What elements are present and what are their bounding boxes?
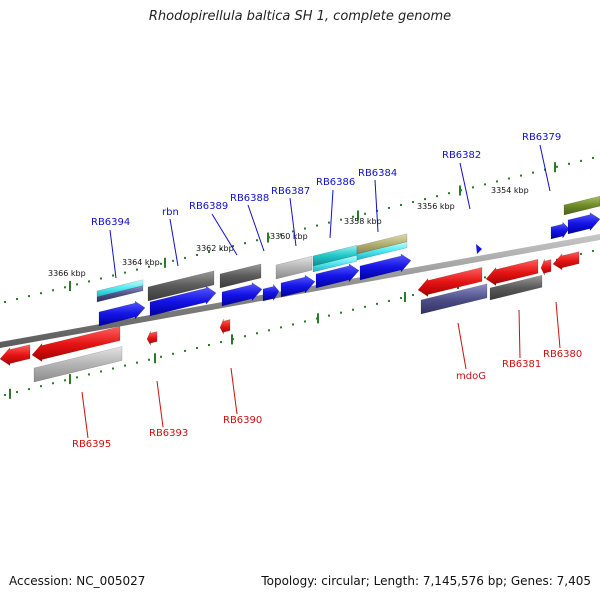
major-tick [554,162,556,173]
forward-label-leader [289,197,297,247]
forward-label-leader [329,189,334,239]
topology-value: circular [321,574,366,588]
forward-label-leader [459,162,471,210]
genes-value: 7,405 [556,574,591,588]
gene-bar-lightgray [275,255,313,280]
gene-arrow-forward [315,263,360,289]
accession-info: Accession: NC_005027 [9,574,145,588]
forward-gene-label: RB6394 [91,217,130,228]
reverse-gene-label: RB6395 [72,439,111,450]
major-tick [357,210,359,221]
scale-ticks [4,156,594,399]
major-tick [459,185,461,196]
gene-arrow-forward [221,282,263,307]
genes-label: Genes: [510,574,553,588]
major-tick [164,257,166,268]
gene-arrow-forward [262,283,280,302]
gene-bar-slate [96,285,144,303]
reverse-gene-label: RB6393 [149,428,188,439]
forward-gene-label: RB6387 [271,186,310,197]
gene-bar-gray [219,263,262,289]
genome-summary: Topology: circular; Length: 7,145,576 bp… [261,574,591,588]
gene-bar-aqua [312,254,358,273]
scale-label: 3366 kbp [48,269,86,278]
reverse-label-leader [81,391,89,439]
gene-arrow-reverse [146,331,158,347]
forward-gene-label: RB6384 [358,168,397,179]
gene-arrow-forward [359,253,412,281]
gene-arrow-forward [280,274,316,298]
scale-label: 3356 kbp [417,202,455,211]
gene-arrow-reverse [0,344,31,367]
reverse-gene-label: RB6380 [543,349,582,360]
gene-features [0,195,600,383]
upper-tick-row [4,156,594,303]
gene-arrow-reverse [552,251,580,271]
forward-label-leader [169,218,179,267]
forward-gene-label: rbn [162,207,179,218]
length-value: 7,145,576 bp [422,574,503,588]
forward-label-leader [211,213,238,256]
accession-label: Accession: [9,574,73,588]
reverse-gene-label: RB6390 [223,415,262,426]
gene-bar-slate [420,283,488,315]
gene-bar-lightgray [33,346,123,383]
forward-label-leader [539,144,551,192]
gene-arrow-reverse [540,259,552,276]
major-tick [317,313,319,324]
scale-label: 3360 kbp [270,232,308,241]
reverse-label-leader [156,380,164,428]
scale-label: 3364 kbp [122,258,160,267]
reverse-gene-label: RB6381 [502,359,541,370]
accession-value: NC_005027 [76,574,146,588]
major-tick [404,292,406,302]
gene-arrow-forward [98,300,146,327]
reverse-label-leader [555,301,561,349]
forward-label-leader [374,179,379,233]
length-label: Length: [373,574,420,588]
gene-bar-olive [563,195,600,216]
reverse-label-leader [518,309,521,359]
major-tick [231,334,233,345]
forward-gene-label: RB6386 [316,177,355,188]
gene-arrow-reverse [219,319,231,335]
scale-label: 3354 kbp [491,186,529,195]
major-tick [69,281,71,292]
topology-label: Topology: [261,574,318,588]
major-tick [154,353,156,364]
major-tick [9,388,11,399]
gene-arrow-reverse [485,258,539,287]
gene-arrow-forward [149,285,217,317]
forward-label-leader [247,204,265,252]
major-tick [267,232,269,243]
reverse-label-leader [457,322,467,370]
forward-gene-label: RB6379 [522,132,561,143]
map-title: Rhodopirellula baltica SH 1, complete ge… [148,9,452,24]
gene-bar-gray [489,274,543,301]
gene-arrow-reverse [31,326,121,363]
scale-label: 3358 kbp [344,217,382,226]
gene-bar-gray [147,270,215,302]
forward-gene-label: RB6389 [189,201,228,212]
gene-arrow-forward [550,221,570,240]
gene-bar-aqua [356,241,408,261]
gene-arrow-forward [567,212,600,235]
forward-gene-label: RB6388 [230,193,269,204]
forward-gene-label: RB6382 [442,150,481,161]
scale-label: 3362 kbp [196,244,234,253]
major-tick [69,374,71,385]
reverse-label-leader [230,367,238,415]
gene-marker [476,244,482,254]
forward-label-leader [109,229,117,279]
reverse-gene-label: mdoG [456,371,486,382]
labels: 3366 kbp 3364 kbp 3362 kbp 3360 kbp 3358 kbp… [48,132,582,450]
gene-arrow-reverse [417,267,483,298]
